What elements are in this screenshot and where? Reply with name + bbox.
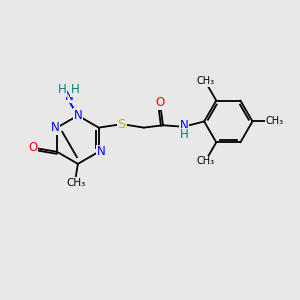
Text: N: N [50, 121, 59, 134]
Text: H: H [58, 83, 66, 96]
Text: O: O [155, 96, 165, 109]
Text: CH₃: CH₃ [196, 76, 214, 86]
Text: H: H [70, 83, 79, 96]
Text: S: S [118, 118, 126, 130]
Text: CH₃: CH₃ [266, 116, 284, 126]
Text: CH₃: CH₃ [66, 178, 85, 188]
Text: H: H [180, 128, 189, 141]
Text: N: N [65, 90, 74, 103]
Text: N: N [97, 145, 105, 158]
Text: O: O [28, 141, 37, 154]
Text: N: N [74, 109, 82, 122]
Text: N: N [180, 119, 189, 132]
Text: CH₃: CH₃ [196, 157, 214, 166]
